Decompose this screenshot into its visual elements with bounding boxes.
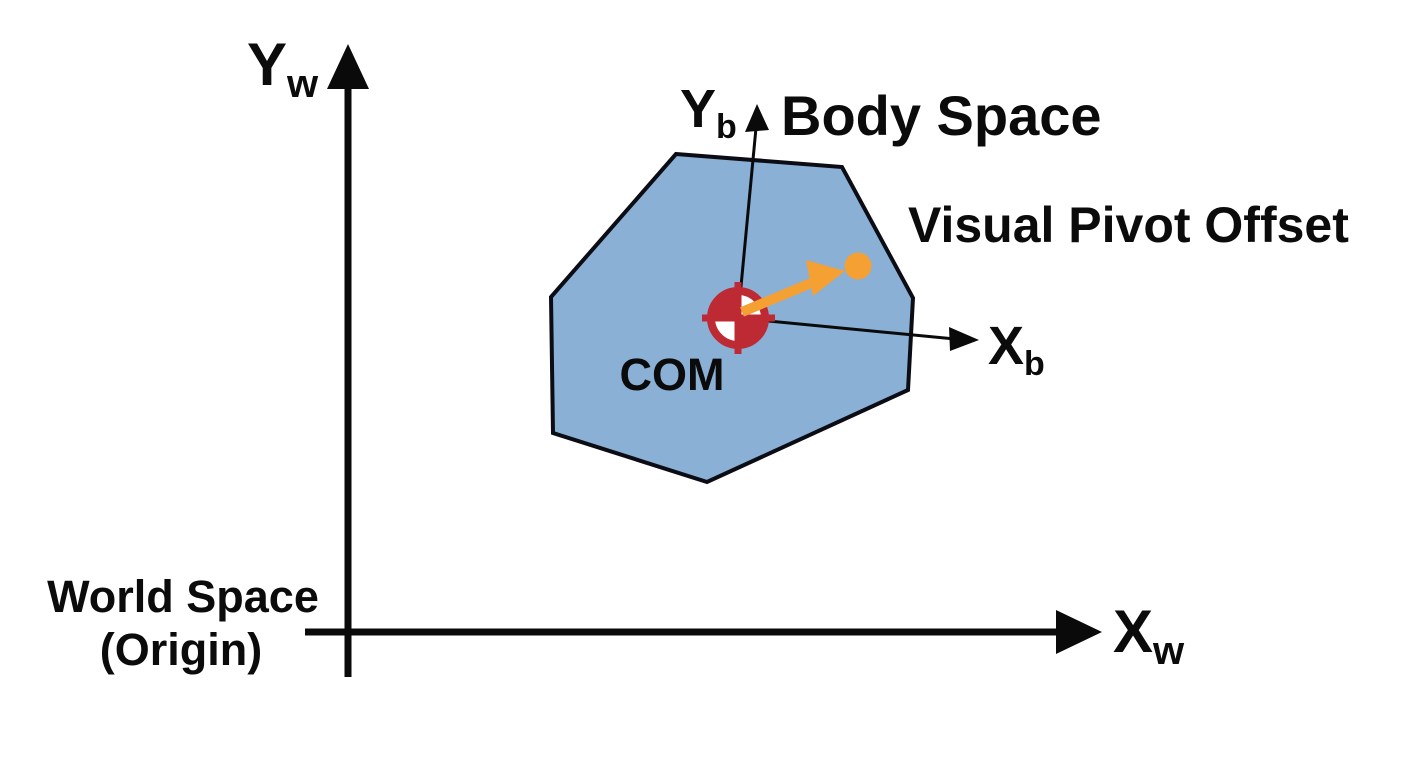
pivot-offset-arrowhead-icon <box>806 260 845 296</box>
world-space-label-line2: (Origin) <box>100 624 262 675</box>
com-marker-quadrant-bottomright <box>738 318 765 345</box>
pivot-offset-arrow-shaft <box>740 276 818 317</box>
world-space-label-line1: World Space <box>47 571 319 622</box>
com-marker-icon <box>702 282 775 354</box>
body-space-title: Body Space <box>781 84 1102 147</box>
com-label: COM <box>620 349 725 400</box>
world-y-axis-arrowhead-icon <box>327 44 369 89</box>
world-x-axis-label: Xw <box>1113 598 1185 673</box>
visual-pivot-offset-label: Visual Pivot Offset <box>908 197 1349 253</box>
body-y-axis-arrowhead-icon <box>745 104 769 132</box>
world-y-axis-label: Yw <box>247 31 319 106</box>
body-x-axis-arrowhead-icon <box>949 327 979 351</box>
visual-pivot-point-dot <box>844 252 872 280</box>
world-x-axis-arrowhead-icon <box>1056 610 1102 654</box>
body-x-axis-label: Xb <box>988 316 1045 383</box>
world-axes <box>305 44 1102 677</box>
visual-pivot-offset-arrow <box>740 252 872 317</box>
body-y-axis-label: Yb <box>680 79 737 146</box>
com-marker-quadrant-topleft <box>711 291 738 318</box>
